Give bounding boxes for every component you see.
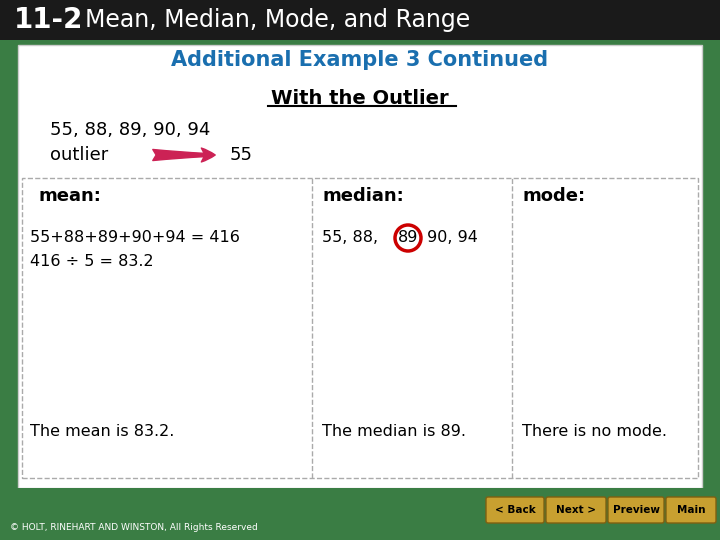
FancyBboxPatch shape: [486, 497, 544, 523]
Text: The median is 89.: The median is 89.: [322, 424, 466, 440]
Text: 11-2: 11-2: [14, 6, 84, 34]
Text: mode:: mode:: [522, 187, 585, 205]
Text: Next >: Next >: [556, 505, 596, 515]
FancyBboxPatch shape: [18, 45, 702, 488]
Text: mean:: mean:: [38, 187, 101, 205]
FancyBboxPatch shape: [22, 178, 698, 478]
Text: 55: 55: [230, 146, 253, 164]
Text: 90, 94: 90, 94: [422, 231, 478, 246]
Text: < Back: < Back: [495, 505, 536, 515]
FancyBboxPatch shape: [0, 488, 720, 540]
Text: 55+88+89+90+94 = 416: 55+88+89+90+94 = 416: [30, 231, 240, 246]
Text: © HOLT, RINEHART AND WINSTON, All Rights Reserved: © HOLT, RINEHART AND WINSTON, All Rights…: [10, 523, 258, 532]
FancyBboxPatch shape: [666, 497, 716, 523]
Text: Preview: Preview: [613, 505, 660, 515]
FancyBboxPatch shape: [0, 0, 720, 40]
FancyBboxPatch shape: [546, 497, 606, 523]
Text: Mean, Median, Mode, and Range: Mean, Median, Mode, and Range: [85, 8, 470, 32]
Text: With the Outlier: With the Outlier: [271, 89, 449, 107]
FancyBboxPatch shape: [608, 497, 664, 523]
Text: There is no mode.: There is no mode.: [522, 424, 667, 440]
Text: median:: median:: [322, 187, 404, 205]
Text: 416 ÷ 5 = 83.2: 416 ÷ 5 = 83.2: [30, 254, 153, 269]
Text: Additional Example 3 Continued: Additional Example 3 Continued: [171, 50, 549, 70]
Text: The mean is 83.2.: The mean is 83.2.: [30, 424, 174, 440]
Text: 89: 89: [398, 231, 418, 246]
Text: 55, 88,: 55, 88,: [322, 231, 383, 246]
Text: outlier: outlier: [50, 146, 108, 164]
Text: Main: Main: [677, 505, 706, 515]
Text: 55, 88, 89, 90, 94: 55, 88, 89, 90, 94: [50, 121, 210, 139]
